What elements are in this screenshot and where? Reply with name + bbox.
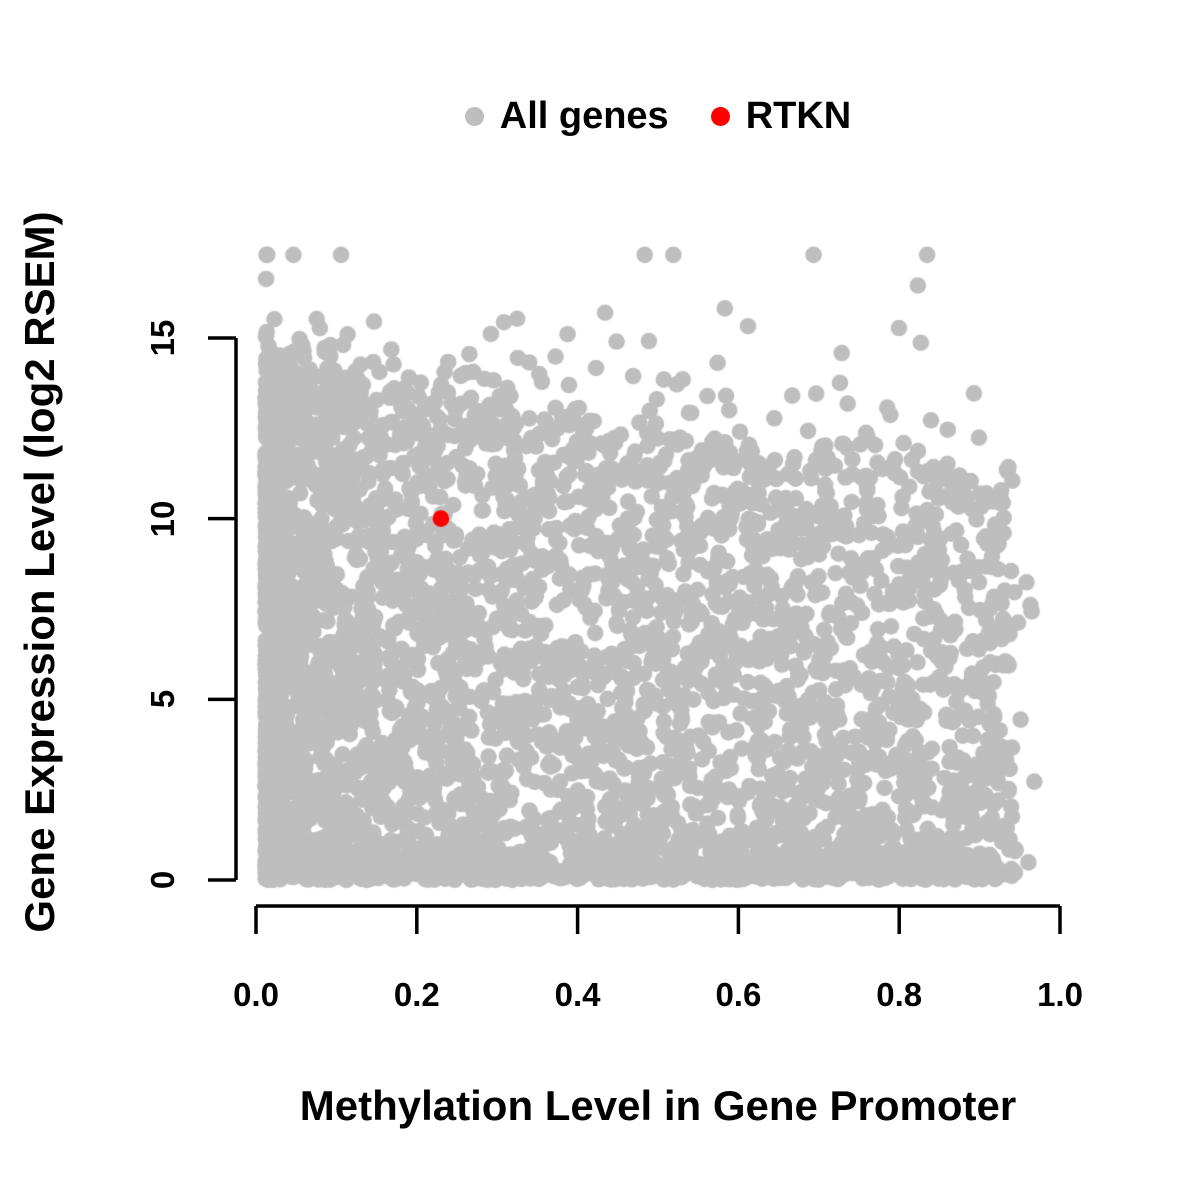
legend-marker-all-genes-icon — [464, 106, 484, 126]
y-tick-label: 0 — [144, 870, 181, 890]
y-tick-label: 5 — [144, 690, 181, 709]
y-tick-label: 10 — [144, 500, 181, 538]
legend: All genes RTKN — [256, 88, 1060, 144]
x-tick-label: 1.0 — [1037, 976, 1083, 1013]
legend-item-rtkn: RTKN — [710, 95, 852, 137]
legend-label-rtkn: RTKN — [745, 95, 852, 137]
y-tick-label: 15 — [144, 319, 181, 357]
x-tick-label: 0.6 — [715, 976, 762, 1013]
y-axis-title: Gene Expression Level (log2 RSEM) — [16, 211, 63, 933]
x-axis-title: Methylation Level in Gene Promoter — [299, 1082, 1017, 1129]
legend-marker-rtkn-icon — [710, 106, 730, 126]
legend-label-all-genes: All genes — [499, 95, 669, 137]
legend-item-all-genes: All genes — [464, 95, 669, 137]
x-tick-label: 0.0 — [233, 976, 279, 1013]
x-tick-label: 0.4 — [554, 976, 601, 1013]
x-tick-label: 0.8 — [876, 976, 923, 1013]
x-tick-label: 0.2 — [393, 976, 440, 1013]
